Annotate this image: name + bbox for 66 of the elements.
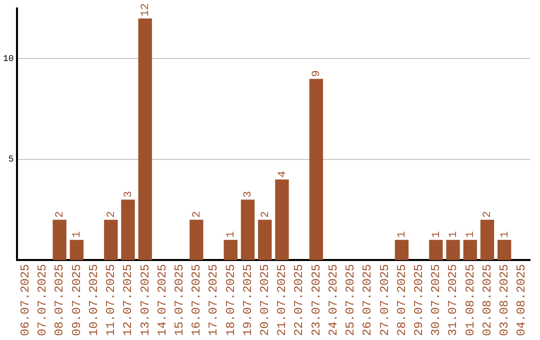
x-tick-label: 20.07.2025 (258, 264, 272, 336)
x-tick-label: 18.07.2025 (224, 264, 238, 336)
bar (190, 220, 204, 260)
data-label: 1 (430, 230, 443, 238)
y-tick-label: 10 (2, 54, 14, 64)
x-tick-label: 02.08.2025 (480, 264, 494, 336)
bar (480, 220, 494, 260)
bar (498, 240, 512, 260)
bar (70, 240, 84, 260)
x-tick-label: 17.07.2025 (206, 264, 221, 336)
x-tick-label: 09.07.2025 (70, 264, 84, 336)
data-label: 1 (465, 230, 478, 238)
x-tick-label: 26.07.2025 (360, 264, 375, 336)
x-tick-label: 30.07.2025 (429, 264, 444, 336)
x-tick-label: 04.08.2025 (514, 264, 529, 336)
bar (240, 200, 255, 260)
x-tick-label: 27.07.2025 (378, 264, 392, 336)
bar (104, 220, 118, 260)
bar (138, 18, 152, 260)
data-label: 1 (396, 230, 409, 238)
data-label: 1 (226, 230, 238, 238)
data-label: 1 (72, 230, 84, 238)
x-tick-label: 13.07.2025 (138, 264, 152, 336)
y-tick-label: 5 (8, 154, 14, 165)
x-tick-label: 29.07.2025 (412, 264, 426, 336)
bar (429, 240, 443, 260)
data-label: 2 (482, 211, 494, 218)
data-label: 2 (191, 211, 204, 218)
x-tick-label: 12.07.2025 (121, 264, 136, 336)
bar (52, 220, 66, 260)
x-tick-label: 08.07.2025 (52, 264, 67, 336)
bar (309, 78, 324, 260)
x-tick-label: 15.07.2025 (172, 264, 186, 336)
data-label: 4 (276, 170, 289, 178)
x-tick-label: 22.07.2025 (292, 264, 306, 336)
bar (463, 240, 477, 260)
x-tick-label: 31.07.2025 (446, 264, 460, 336)
data-label: 1 (499, 230, 512, 238)
data-label: 9 (311, 70, 324, 77)
x-tick-label: 23.07.2025 (309, 264, 324, 336)
x-tick-label: 03.08.2025 (498, 264, 512, 336)
data-label: 2 (54, 211, 66, 218)
bar (121, 200, 135, 260)
x-tick-label: 16.07.2025 (190, 264, 204, 336)
x-tick-label: 07.07.2025 (36, 264, 50, 336)
data-label: 12 (140, 3, 152, 16)
x-tick-label: 25.07.2025 (344, 264, 358, 336)
data-label: 3 (122, 191, 135, 198)
data-label: 2 (106, 211, 118, 218)
x-tick-label: 01.08.2025 (463, 264, 478, 336)
data-label: 2 (260, 211, 272, 218)
x-tick-label: 11.07.2025 (104, 264, 118, 336)
x-tick-label: 06.07.2025 (18, 264, 33, 336)
data-label: 1 (448, 230, 460, 238)
x-tick-label: 21.07.2025 (275, 264, 290, 336)
bar (258, 220, 272, 260)
x-tick-label: 10.07.2025 (86, 264, 101, 336)
x-tick-label: 28.07.2025 (394, 264, 409, 336)
bar (275, 179, 289, 260)
x-tick-label: 24.07.2025 (326, 264, 340, 336)
bar (394, 240, 409, 260)
bar (224, 240, 238, 260)
x-tick-label: 14.07.2025 (155, 264, 170, 336)
data-label: 3 (242, 191, 255, 198)
bar (446, 240, 460, 260)
x-tick-label: 19.07.2025 (240, 264, 255, 336)
